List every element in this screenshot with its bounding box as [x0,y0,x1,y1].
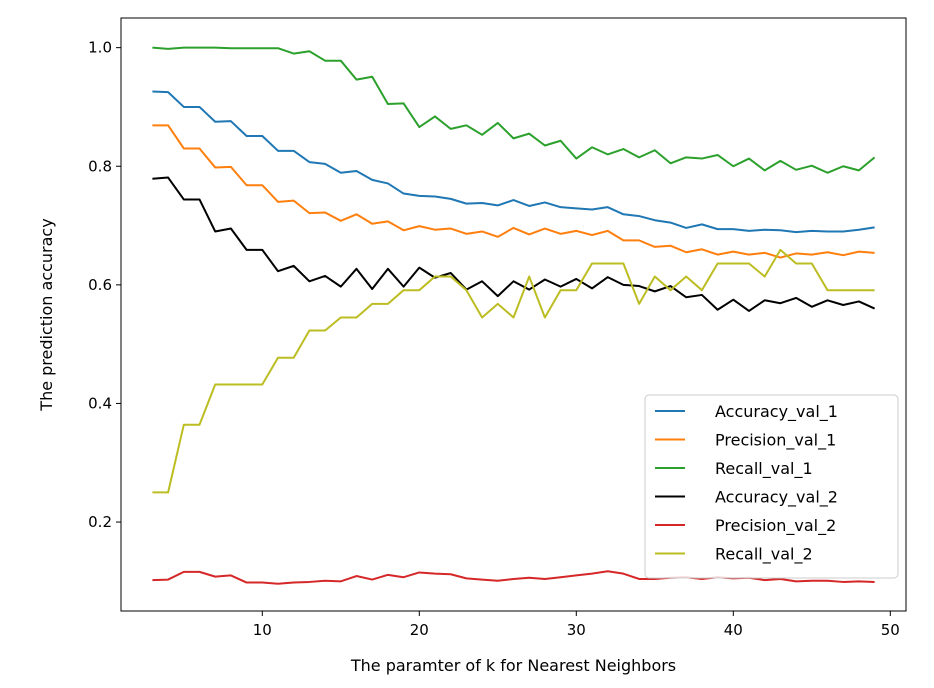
legend-entry-label: Precision_val_2 [715,516,836,536]
series-line-recall-val-1 [152,46,876,174]
legend: Accuracy_val_1 Precision_val_1 Recall_val_… [644,394,899,579]
x-tick-label: 50 [881,621,900,639]
legend-box [644,394,899,579]
series-line-recall-val-2 [152,248,875,494]
y-tick-label: 0.4 [88,394,112,412]
plot-frame [120,17,907,612]
legend-entry-label: Precision_val_1 [715,431,836,451]
x-tick-label: 30 [567,621,586,639]
x-axis: 10 20 30 40 50 [253,611,900,639]
series-layer [152,46,876,585]
y-tick-label: 1.0 [88,39,112,57]
y-axis: 0.2 0.4 0.6 0.8 1.0 [88,39,121,531]
x-tick-label: 40 [724,621,743,639]
y-tick-label: 0.6 [88,276,112,294]
legend-entry-label: Accuracy_val_1 [715,402,838,422]
series-line-precision-val-2 [152,570,875,585]
x-tick-label: 20 [410,621,429,639]
legend-entry-label: Recall_val_2 [715,545,813,565]
y-axis-label: The prediction accuracy [37,218,56,411]
y-tick-label: 0.8 [88,157,112,175]
y-tick-label: 0.2 [88,513,112,531]
x-axis-label: The paramter of k for Nearest Neighbors [350,656,676,675]
series-line-accuracy-val-1 [152,90,875,234]
legend-entry-label: Accuracy_val_2 [715,488,838,508]
series-line-accuracy-val-2 [152,176,876,312]
x-tick-label: 10 [253,621,272,639]
legend-entry-label: Recall_val_1 [715,459,813,479]
series-line-precision-val-1 [152,124,875,259]
